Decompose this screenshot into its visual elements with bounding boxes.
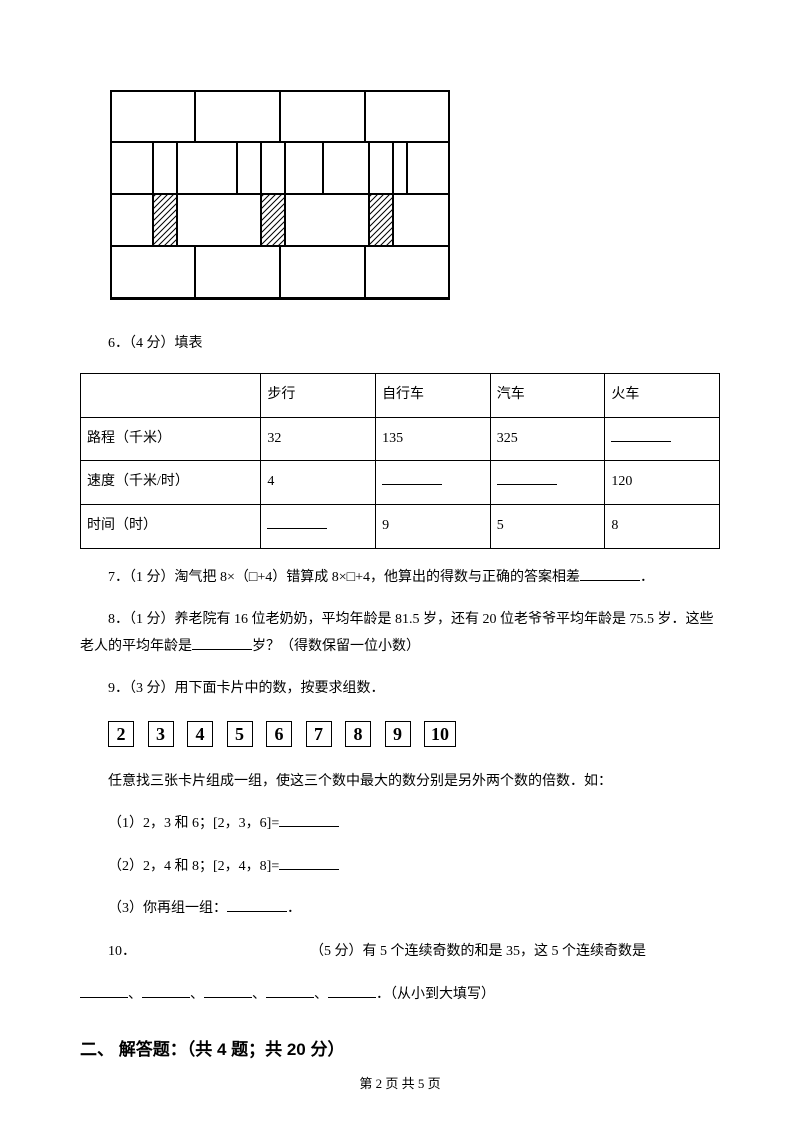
cell [376, 461, 491, 505]
card: 9 [385, 721, 411, 747]
cell: 5 [490, 504, 605, 548]
cell: 9 [376, 504, 491, 548]
cell: 120 [605, 461, 720, 505]
table-row: 速度（千米/时） 4 120 [81, 461, 720, 505]
blank[interactable] [80, 984, 128, 998]
cell: 路程（千米） [81, 417, 261, 461]
blank[interactable] [192, 636, 252, 650]
q9-label: 9．（3 分）用下面卡片中的数，按要求组数． [80, 676, 720, 703]
cell: 速度（千米/时） [81, 461, 261, 505]
blank[interactable] [267, 515, 327, 529]
table-row: 时间（时） 9 5 8 [81, 504, 720, 548]
blank[interactable] [279, 856, 339, 870]
card: 2 [108, 721, 134, 747]
table-row: 路程（千米） 32 135 325 [81, 417, 720, 461]
cell: 135 [376, 417, 491, 461]
table-row: 步行 自行车 汽车 火车 [81, 374, 720, 418]
q9-cards: 2 3 4 5 6 7 8 9 10 [108, 721, 720, 751]
q9-item1-text: （1）2，3 和 6；[2，3，6]= [108, 816, 279, 831]
cell: 自行车 [376, 374, 491, 418]
q9-item1: （1）2，3 和 6；[2，3，6]= [80, 811, 720, 838]
card: 3 [148, 721, 174, 747]
blank[interactable] [382, 471, 442, 485]
card: 10 [424, 721, 456, 747]
card: 4 [187, 721, 213, 747]
page-content: 6．（4 分）填表 步行 自行车 汽车 火车 路程（千米） 32 135 325… [0, 0, 800, 1137]
page-footer: 第 2 页 共 5 页 [80, 1072, 720, 1097]
q10-tail: ．（从小到大填写） [376, 987, 495, 1002]
q10: 10．（5 分）有 5 个连续奇数的和是 35，这 5 个连续奇数是 [80, 939, 720, 966]
q8: 8．（1 分）养老院有 16 位老奶奶，平均年龄是 81.5 岁，还有 20 位… [80, 607, 720, 660]
blank[interactable] [580, 567, 640, 581]
q7-suffix: ． [640, 570, 654, 585]
cell: 4 [261, 461, 376, 505]
blank[interactable] [142, 984, 190, 998]
card: 6 [266, 721, 292, 747]
q7: 7．（1 分）淘气把 8×（□+4）错算成 8×□+4，他算出的得数与正确的答案… [80, 565, 720, 592]
q9-item3-text: （3）你再组一组： [108, 901, 227, 916]
card: 5 [227, 721, 253, 747]
cell [261, 504, 376, 548]
card: 7 [306, 721, 332, 747]
q10-blanks: 、、、、．（从小到大填写） [80, 982, 720, 1009]
q9-item2-text: （2）2，4 和 8；[2，4，8]= [108, 859, 279, 874]
brick-diagram [110, 90, 720, 311]
cell: 325 [490, 417, 605, 461]
q8-text-b: 岁？（得数保留一位小数） [252, 639, 420, 654]
blank[interactable] [266, 984, 314, 998]
q9-intro: 任意找三张卡片组成一组，使这三个数中最大的数分别是另外两个数的倍数．如： [80, 769, 720, 796]
q9-item2: （2）2，4 和 8；[2，4，8]= [80, 854, 720, 881]
cell: 步行 [261, 374, 376, 418]
cell: 汽车 [490, 374, 605, 418]
cell: 时间（时） [81, 504, 261, 548]
q9-item3-suffix: ． [287, 901, 301, 916]
blank[interactable] [279, 813, 339, 827]
q10-text: （5 分）有 5 个连续奇数的和是 35，这 5 个连续奇数是 [310, 944, 646, 959]
q6-label: 6．（4 分）填表 [80, 331, 720, 358]
blank[interactable] [611, 428, 671, 442]
cell: 火车 [605, 374, 720, 418]
blank[interactable] [328, 984, 376, 998]
blank[interactable] [227, 898, 287, 912]
q9-item3: （3）你再组一组： ． [80, 896, 720, 923]
cell [490, 461, 605, 505]
cell [605, 417, 720, 461]
section-2-heading: 二、 解答题：（共 4 题；共 20 分） [80, 1034, 720, 1066]
q7-text: 7．（1 分）淘气把 8×（□+4）错算成 8×□+4，他算出的得数与正确的答案… [108, 570, 580, 585]
cell [81, 374, 261, 418]
card: 8 [345, 721, 371, 747]
cell: 8 [605, 504, 720, 548]
cell: 32 [261, 417, 376, 461]
blank[interactable] [497, 471, 557, 485]
q10-label: 10． [80, 939, 310, 966]
blank[interactable] [204, 984, 252, 998]
q6-table: 步行 自行车 汽车 火车 路程（千米） 32 135 325 速度（千米/时） … [80, 373, 720, 548]
